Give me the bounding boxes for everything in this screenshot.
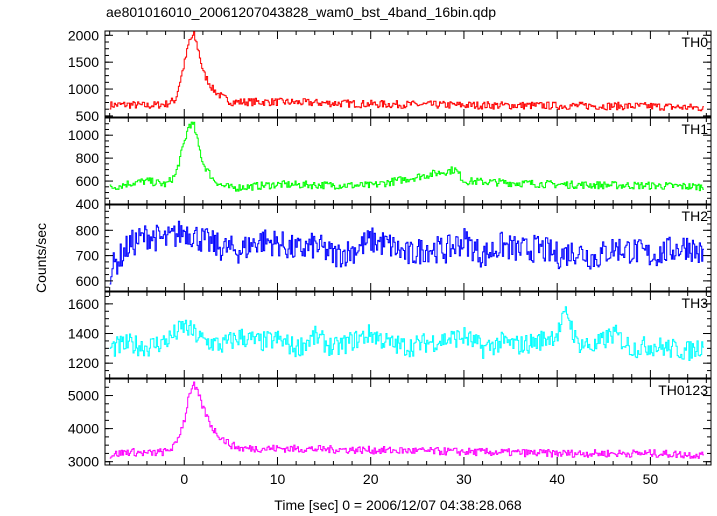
y-tick-label: 1000	[68, 127, 99, 143]
y-tick-label: 2000	[68, 27, 99, 43]
x-tick-label: 20	[363, 471, 379, 487]
x-tick-label: 0	[180, 471, 188, 487]
y-tick-label: 500	[76, 108, 100, 124]
series-line-th0123	[109, 381, 704, 459]
y-tick-label: 600	[76, 173, 100, 189]
y-axis-label: Counts/sec	[33, 223, 49, 293]
y-tick-label: 1500	[68, 54, 99, 70]
y-tick-label: 1000	[68, 81, 99, 97]
y-tick-label: 600	[76, 273, 100, 289]
x-tick-label: 30	[456, 471, 472, 487]
panel-label: TH0	[682, 34, 709, 50]
x-axis: 0 10 20 30 40 50	[180, 471, 658, 487]
series-line-th3	[109, 306, 704, 361]
y-tick-label: 800	[76, 222, 100, 238]
y-tick-label: 700	[76, 248, 100, 264]
panel-label: TH2	[682, 208, 709, 224]
panel-th2: 600 700 800 TH2	[76, 204, 712, 292]
panel-frame	[104, 117, 712, 205]
panels: 500 1000 1500 2000 TH0 400 600 800 1000 TH1 600 700…	[68, 27, 712, 470]
x-tick-label: 50	[643, 471, 659, 487]
y-tick-label: 4000	[68, 421, 99, 437]
y-tick-label: 400	[76, 196, 100, 212]
x-tick-label: 40	[549, 471, 565, 487]
panel-th1: 400 600 800 1000 TH1	[68, 117, 712, 212]
panel-label: TH1	[682, 121, 709, 137]
chart-title: ae801016010_20061207043828_wam0_bst_4ban…	[106, 4, 496, 20]
panel-th0123: 3000 4000 5000 TH0123	[68, 378, 712, 470]
y-tick-label: 800	[76, 150, 100, 166]
y-tick-label: 3000	[68, 454, 99, 470]
series-line-th1	[109, 121, 704, 192]
x-tick-label: 10	[270, 471, 286, 487]
series-line-th2	[109, 220, 704, 285]
panel-th0: 500 1000 1500 2000 TH0	[68, 27, 712, 124]
panel-label: TH0123	[658, 382, 708, 398]
y-tick-label: 5000	[68, 388, 99, 404]
panel-th3: 1200 1400 1600 TH3	[68, 291, 712, 379]
y-tick-label: 1200	[68, 355, 99, 371]
y-tick-label: 1600	[68, 296, 99, 312]
y-tick-label: 1400	[68, 326, 99, 342]
x-axis-label: Time [sec] 0 = 2006/12/07 04:38:28.068	[274, 497, 522, 513]
panel-frame	[104, 30, 712, 118]
panel-label: TH3	[682, 295, 709, 311]
series-line-th0	[109, 31, 704, 112]
